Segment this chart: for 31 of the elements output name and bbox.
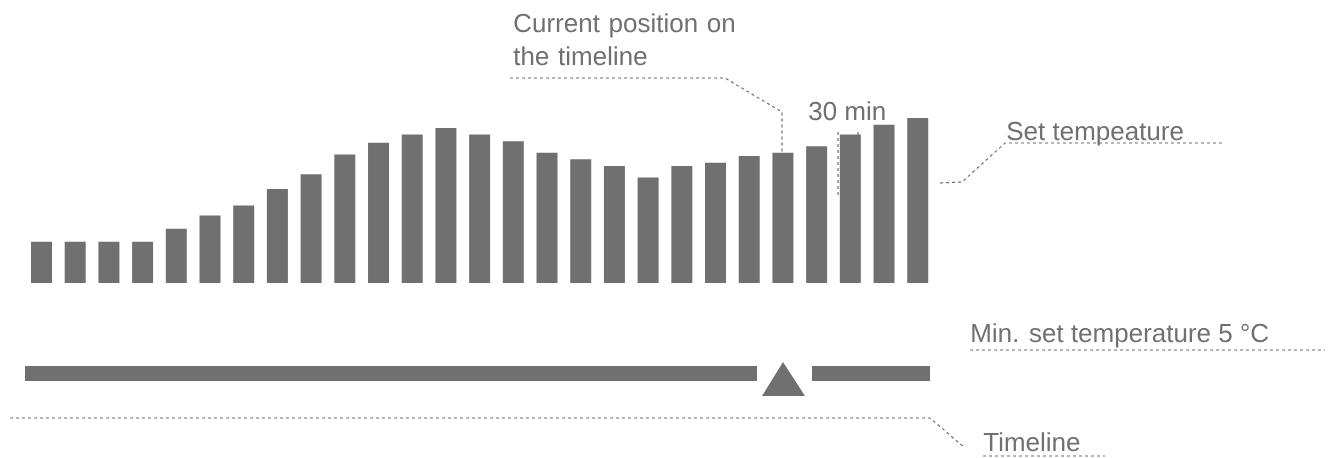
bar: [907, 118, 929, 284]
bar: [368, 142, 390, 284]
bar: [671, 165, 693, 284]
bar: [165, 228, 187, 284]
text: Min. set temperature 5 °C: [972, 323, 1269, 348]
bar: [199, 215, 221, 284]
bar: [873, 124, 895, 284]
bar: [536, 152, 558, 284]
bar: [435, 128, 457, 284]
bar: [64, 241, 86, 284]
bar: [31, 241, 52, 284]
bar: [132, 241, 154, 284]
bar: [705, 162, 727, 284]
bar: [603, 165, 625, 284]
bar: [401, 134, 423, 284]
bar: [469, 134, 491, 284]
bar: [334, 154, 356, 284]
text: Set tempeature: [1007, 121, 1183, 146]
bar: [502, 141, 524, 284]
bar: [300, 174, 322, 284]
text: Current position on the timeline: [513, 13, 735, 66]
bar: [266, 189, 288, 284]
text: Timeline: [983, 432, 1080, 452]
bar: [806, 146, 828, 284]
bar: [98, 241, 120, 284]
bar: [233, 205, 255, 284]
bar: [738, 156, 760, 284]
annotation: 30 min: [809, 101, 885, 121]
bar: [839, 134, 861, 284]
bar: [637, 177, 659, 284]
bar: [570, 159, 592, 284]
